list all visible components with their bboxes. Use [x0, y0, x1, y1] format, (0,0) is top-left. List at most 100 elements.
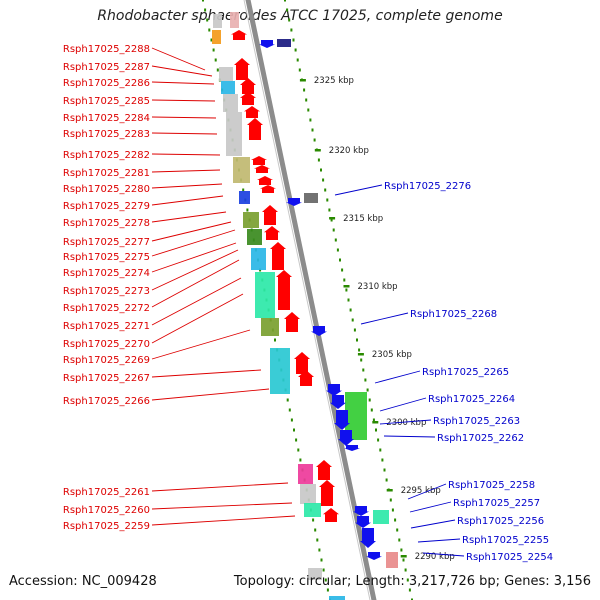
outer-ruler-dot — [294, 48, 297, 52]
reverse-gene-arrow — [326, 384, 342, 396]
left-gene-label: Rsph17025_2287 — [63, 62, 150, 73]
left-gene-label: Rsph17025_2269 — [63, 355, 150, 366]
ruler-label: 2305 kbp — [372, 350, 412, 360]
outer-ruler-dot — [364, 378, 367, 382]
forward-gene-arrow — [270, 242, 286, 270]
left-gene-label: Rsph17025_2272 — [63, 303, 150, 314]
gene-box — [230, 12, 239, 28]
gene-box — [373, 510, 389, 524]
left-leader-line — [151, 47, 206, 71]
right-leader-line — [417, 538, 461, 543]
outer-ruler-dot — [368, 398, 371, 402]
inner-ruler-dot — [318, 548, 321, 552]
outer-ruler-dot — [411, 598, 413, 600]
outer-ruler-dot — [284, 0, 286, 2]
ruler-label: 2290 kbp — [415, 552, 455, 562]
left-leader-line — [151, 65, 213, 77]
left-gene-label: Rsph17025_2281 — [63, 168, 150, 179]
outer-ruler-dot — [322, 178, 325, 182]
gene-box — [386, 552, 398, 568]
inner-ruler-dot — [316, 538, 319, 542]
gene-box — [270, 348, 290, 394]
reverse-gene-arrow — [360, 528, 376, 548]
gene-box — [243, 212, 259, 228]
gene-arrows — [231, 30, 382, 560]
right-leader-line — [360, 312, 409, 325]
left-leader-line — [151, 211, 227, 223]
outer-ruler-dot — [286, 8, 289, 12]
left-gene-label: Rsph17025_2260 — [63, 505, 150, 516]
left-leader-line — [151, 515, 296, 526]
left-gene-label: Rsph17025_2273 — [63, 286, 150, 297]
gene-box — [300, 484, 316, 504]
right-gene-label: Rsph17025_2256 — [457, 516, 544, 527]
left-leader-line — [151, 221, 232, 242]
left-leader-line — [151, 277, 242, 326]
outer-ruler-dot — [288, 18, 291, 22]
outer-ruler-dot — [383, 468, 386, 472]
left-gene-label: Rsph17025_2274 — [63, 268, 150, 279]
left-gene-label: Rsph17025_2279 — [63, 201, 150, 212]
left-gene-label: Rsph17025_2259 — [63, 521, 150, 532]
left-gene-label: Rsph17025_2277 — [63, 237, 150, 248]
outer-ruler-dot — [326, 198, 329, 202]
ruler-label: 2295 kbp — [401, 486, 441, 496]
right-gene-label: Rsph17025_2255 — [462, 535, 549, 546]
outer-ruler-dot — [341, 268, 344, 272]
outer-ruler-dot — [324, 188, 327, 192]
left-leader-line — [151, 388, 270, 401]
reverse-gene-arrow — [366, 552, 382, 560]
forward-gene-arrow — [231, 30, 247, 40]
reverse-gene-arrow — [355, 516, 371, 528]
outer-ruler-dot — [345, 288, 348, 292]
gene-box — [226, 112, 242, 156]
inner-ruler-dot — [214, 58, 217, 62]
right-gene-label: Rsph17025_2264 — [428, 394, 515, 405]
ruler-tick — [329, 217, 336, 220]
ruler-tick — [372, 421, 379, 424]
reverse-gene-arrow — [353, 506, 369, 516]
inner-ruler-dot — [206, 18, 209, 22]
inner-ruler-dot — [212, 48, 215, 52]
ruler-label: 2320 kbp — [329, 146, 369, 156]
outer-ruler-dot — [303, 88, 306, 92]
reverse-gene-arrow — [311, 326, 327, 336]
outer-ruler-dot — [379, 448, 382, 452]
forward-gene-arrow — [247, 118, 263, 140]
outer-ruler-dot — [385, 478, 388, 482]
forward-gene-arrow — [284, 312, 300, 332]
inner-ruler-dot — [202, 0, 204, 2]
forward-gene-arrow — [262, 205, 278, 225]
left-gene-label: Rsph17025_2275 — [63, 252, 150, 263]
right-gene-label: Rsph17025_2262 — [437, 433, 524, 444]
reverse-gene-arrow — [338, 430, 354, 446]
forward-gene-arrow — [244, 106, 260, 118]
right-leader-line — [374, 370, 421, 384]
outer-ruler-dot — [375, 428, 377, 432]
gene-box — [233, 157, 250, 183]
outer-ruler-dot — [389, 498, 392, 502]
left-leader-line — [151, 293, 244, 344]
forward-gene-arrow — [254, 165, 270, 173]
outer-ruler-dot — [381, 458, 384, 462]
outer-ruler-dot — [309, 118, 312, 122]
reverse-gene-arrow — [259, 40, 275, 48]
outer-ruler-dot — [402, 558, 405, 562]
ruler-label: 2300 kbp — [386, 418, 426, 428]
left-gene-label: Rsph17025_2288 — [63, 44, 150, 55]
outer-ruler-dot — [391, 508, 394, 512]
forward-gene-arrow — [298, 370, 314, 386]
inner-ruler-dot — [326, 588, 329, 592]
genome-backbone — [243, 0, 377, 600]
gene-box — [345, 392, 367, 440]
ruler-label: 2315 kbp — [343, 214, 383, 224]
map-title: Rhodobacter sphaeroides ATCC 17025, comp… — [97, 8, 503, 24]
inner-ruler-dot — [288, 408, 291, 412]
forward-gene-arrow — [260, 185, 276, 193]
right-leader-line — [383, 435, 436, 438]
outer-ruler-dot — [353, 328, 356, 332]
outer-ruler-dot — [408, 588, 411, 592]
gene-box — [277, 39, 291, 47]
outer-ruler-dot — [351, 318, 354, 322]
